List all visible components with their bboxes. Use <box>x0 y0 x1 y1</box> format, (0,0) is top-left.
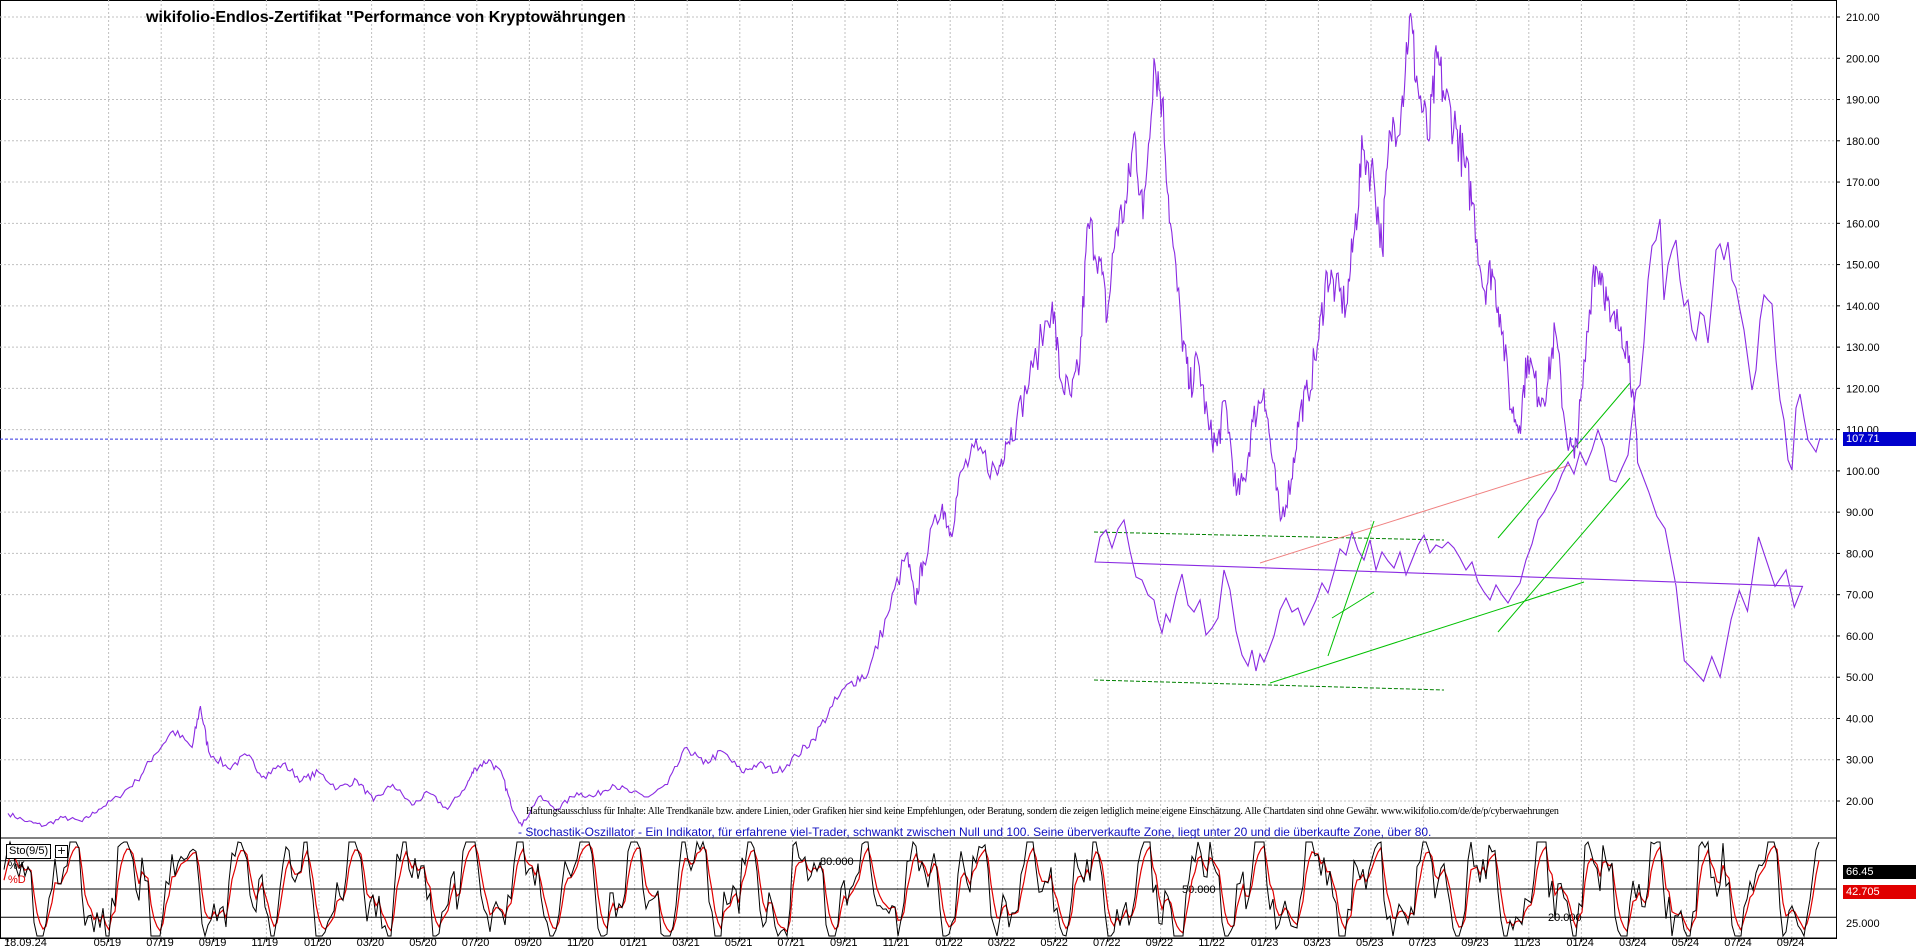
x-tick-label: 05/19 <box>94 937 122 948</box>
x-tick-label: 01/23 <box>1251 937 1279 948</box>
date-axis: 18.09.24 05/19 07/19 09/19 11/19 01/20 03/20 05… <box>0 937 1836 948</box>
trend-line <box>1327 520 1375 657</box>
trend-line <box>1497 382 1631 539</box>
y-tick-label: 170.00 <box>1846 177 1880 189</box>
x-tick-label: 01/22 <box>935 937 963 948</box>
k-legend-label: %K <box>8 860 26 872</box>
y-tick-label: 210.00 <box>1846 12 1880 24</box>
x-tick-label: 05/23 <box>1356 937 1384 948</box>
trend-line <box>1259 464 1571 564</box>
x-tick-label: 11/21 <box>883 937 910 948</box>
x-tick-label: 09/19 <box>199 937 227 948</box>
x-tick-label: 03/24 <box>1619 937 1647 948</box>
trend-line <box>1093 531 1445 541</box>
y-tick-label: 30.00 <box>1846 755 1874 767</box>
x-tick-label: 01/20 <box>304 937 332 948</box>
x-tick-label: 03/20 <box>357 937 385 948</box>
d-legend-label: %D <box>8 874 26 886</box>
stoch-d-line <box>3 843 1820 935</box>
y-tick-label: 100.00 <box>1846 466 1880 478</box>
trend-line <box>1331 591 1375 619</box>
chart-grid <box>0 0 1837 939</box>
price-axis: 20.00 30.00 40.00 50.00 60.00 70.00 80.00 90.00… <box>1836 12 1880 808</box>
trend-lines <box>1093 382 1631 691</box>
x-tick-label: 01/21 <box>620 937 648 948</box>
x-tick-label: 11/23 <box>1514 937 1541 948</box>
x-tick-label: 05/20 <box>409 937 437 948</box>
x-tick-label: 11/19 <box>251 937 278 948</box>
x-tick-label: 07/19 <box>146 937 174 948</box>
x-tick-label: 05/22 <box>1040 937 1068 948</box>
stoch-k-line <box>3 840 1820 938</box>
stochastic-description: - Stochastik-Oszillator - Ein Indikator,… <box>518 825 1432 839</box>
x-tick-label: 07/22 <box>1093 937 1121 948</box>
stochastic-label-box[interactable]: Sto(9/5) <box>6 844 52 859</box>
x-tick-label: 09/23 <box>1461 937 1489 948</box>
x-tick-label: 09/20 <box>514 937 542 948</box>
y-tick-label: 140.00 <box>1846 301 1880 313</box>
x-tick-label: 07/23 <box>1409 937 1437 948</box>
stoch-axis-label: 25.000 <box>1846 918 1880 930</box>
x-tick-label: 07/20 <box>462 937 490 948</box>
x-tick-label: 01/24 <box>1566 937 1594 948</box>
y-tick-label: 20.00 <box>1846 796 1874 808</box>
y-tick-label: 80.00 <box>1846 548 1874 560</box>
disclaimer-text: Haftungsausschluss für Inhalte: Alle Tre… <box>526 806 1559 817</box>
y-tick-label: 70.00 <box>1846 590 1874 602</box>
x-tick-label: 03/23 <box>1303 937 1331 948</box>
chart-title: wikifolio-Endlos-Zertifikat "Performance… <box>146 9 626 26</box>
x-tick-label: 03/22 <box>988 937 1016 948</box>
stoch-level-label: 20.000 <box>1548 912 1582 924</box>
x-tick-label: 03/21 <box>672 937 700 948</box>
trend-line <box>1093 679 1445 691</box>
price-series-line <box>7 13 1821 828</box>
x-tick-label: 11/20 <box>567 937 594 948</box>
y-tick-label: 150.00 <box>1846 260 1880 272</box>
trend-line <box>1269 581 1585 684</box>
y-tick-label: 120.00 <box>1846 383 1880 395</box>
trend-line <box>1497 477 1631 633</box>
x-tick-label: 05/21 <box>725 937 753 948</box>
x-tick-label: 11/22 <box>1198 937 1225 948</box>
x-tick-label: 09/24 <box>1777 937 1805 948</box>
y-tick-label: 60.00 <box>1846 631 1874 643</box>
y-tick-label: 90.00 <box>1846 507 1874 519</box>
y-tick-label: 50.00 <box>1846 672 1874 684</box>
y-tick-label: 190.00 <box>1846 95 1880 107</box>
y-tick-label: 160.00 <box>1846 218 1880 230</box>
y-tick-label: 130.00 <box>1846 342 1880 354</box>
x-tick-label: 18.09.24 <box>4 937 47 948</box>
x-tick-label: 07/24 <box>1724 937 1752 948</box>
current-price-tag: 107.71 <box>1843 432 1916 447</box>
stoch-d-tag: 42.705 <box>1843 885 1916 899</box>
x-tick-label: 09/21 <box>830 937 858 948</box>
x-tick-label: 07/21 <box>777 937 805 948</box>
expand-plus-icon[interactable]: + <box>55 844 68 858</box>
x-tick-label: 09/22 <box>1146 937 1174 948</box>
stoch-k-tag: 66.45 <box>1843 865 1916 879</box>
x-tick-label: 05/24 <box>1672 937 1700 948</box>
y-tick-label: 180.00 <box>1846 136 1880 148</box>
y-tick-label: 40.00 <box>1846 713 1874 725</box>
y-tick-label: 200.00 <box>1846 53 1880 65</box>
stoch-level-label: 80.000 <box>820 856 854 868</box>
